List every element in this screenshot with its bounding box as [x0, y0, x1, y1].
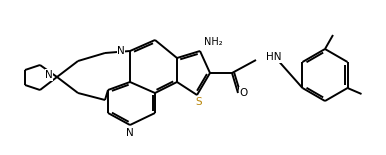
Text: N: N [117, 46, 125, 56]
Text: N: N [45, 70, 53, 80]
Text: NH₂: NH₂ [204, 37, 223, 47]
Text: N: N [126, 128, 134, 138]
Text: S: S [196, 97, 202, 107]
Text: HN: HN [266, 52, 281, 62]
Text: O: O [240, 88, 248, 98]
